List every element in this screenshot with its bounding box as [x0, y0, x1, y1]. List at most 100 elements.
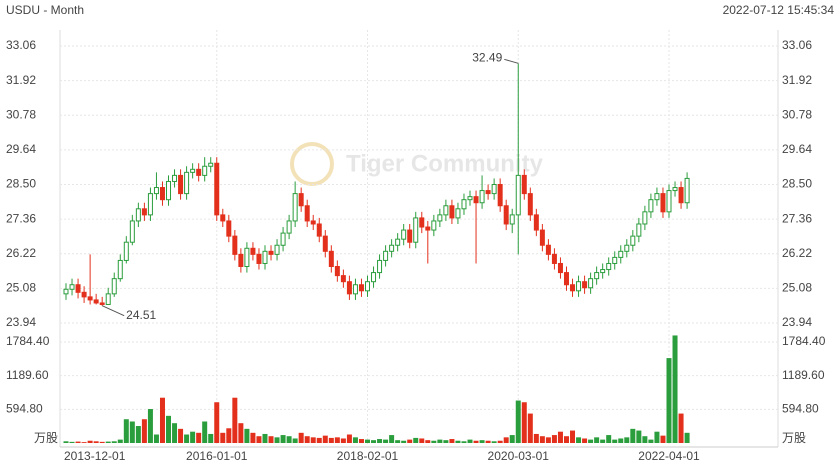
volume-bar [431, 440, 437, 443]
x-tick-label: 2022-04-01 [638, 449, 700, 463]
candle-body [684, 177, 690, 204]
volume-bar [322, 435, 328, 443]
candle-body [105, 293, 111, 305]
y-tick-label: 25.08 [6, 281, 36, 295]
volume-bar [576, 437, 582, 443]
y-tick-label-right: 31.92 [782, 73, 812, 87]
volume-bar [262, 433, 268, 443]
volume-bar [93, 441, 99, 443]
volume-bar [129, 421, 135, 443]
candle-body [111, 278, 117, 295]
volume-bar [600, 439, 606, 443]
volume-bar [660, 435, 666, 443]
candle-body [479, 190, 485, 204]
volume-bar [612, 439, 618, 443]
y-tick-label-right: 26.22 [782, 246, 812, 260]
candle-body [250, 247, 256, 255]
high-annotation: 32.49 [472, 50, 502, 64]
volume-bar [358, 439, 364, 443]
volume-unit-right: 万股 [782, 431, 806, 445]
volume-bar [280, 435, 286, 443]
volume-bar [111, 441, 117, 443]
volume-bar [413, 437, 419, 443]
volume-bar [99, 441, 105, 443]
candle-body [383, 250, 389, 261]
volume-bar [485, 440, 491, 443]
volume-bar [172, 423, 178, 443]
volume-bar [467, 439, 473, 443]
volume-bar [63, 441, 69, 443]
volume-bar [383, 439, 389, 443]
candle-body [292, 193, 298, 222]
candle-body [539, 229, 545, 246]
candle-body [316, 223, 322, 237]
candle-body [533, 214, 539, 231]
volume-bar [371, 440, 377, 443]
candle-body [654, 193, 660, 201]
volume-bar [545, 437, 551, 443]
candle-body [672, 187, 678, 192]
y-tick-label-right: 23.94 [782, 315, 812, 329]
candle-body [389, 244, 395, 252]
candle-body [491, 184, 497, 195]
candle-body [202, 165, 208, 176]
volume-bar [147, 409, 153, 443]
volume-bar [202, 421, 208, 443]
y-tick-label: 28.50 [6, 177, 36, 191]
volume-bar [298, 432, 304, 443]
candle-body [503, 205, 509, 225]
volume-bar [401, 440, 407, 443]
candle-body [166, 180, 172, 201]
volume-bar [377, 439, 383, 443]
candle-body [93, 299, 99, 304]
candle-body [190, 168, 196, 173]
volume-bar [190, 431, 196, 443]
volume-bar [473, 440, 479, 443]
volume-bar [81, 442, 87, 443]
volume-tick-label: 594.80 [6, 402, 43, 416]
volume-bar [437, 439, 443, 443]
volume-bar [244, 428, 250, 443]
volume-bar [250, 432, 256, 443]
y-tick-label: 33.06 [6, 38, 36, 52]
candle-body [123, 241, 129, 261]
candle-body [618, 250, 624, 258]
volume-bar [678, 413, 684, 443]
candle-body [117, 259, 123, 280]
candle-body [425, 226, 431, 231]
candle-body [377, 259, 383, 274]
candle-body [473, 196, 479, 204]
candle-body [340, 275, 346, 283]
volume-bar [570, 430, 576, 443]
candle-body [280, 232, 286, 246]
volume-bar [268, 436, 274, 443]
volume-tick-label-right: 1784.40 [782, 334, 826, 348]
annotation-leader [101, 305, 125, 317]
y-tick-label: 29.64 [6, 142, 36, 156]
volume-bar [624, 437, 630, 443]
candle-body [208, 162, 214, 167]
volume-unit: 万股 [34, 431, 58, 445]
y-tick-label-right: 28.50 [782, 177, 812, 191]
candle-body [262, 250, 268, 264]
volume-bar [286, 436, 292, 443]
volume-bar [672, 335, 678, 443]
candle-body [419, 217, 425, 228]
candle-body [551, 253, 557, 264]
candle-body [87, 296, 93, 301]
annotation-leader [504, 58, 519, 64]
y-tick-label: 27.36 [6, 211, 36, 225]
volume-bar [141, 419, 147, 443]
x-tick-label: 2020-03-01 [488, 449, 550, 463]
volume-bar [539, 436, 545, 443]
volume-tick-label-right: 594.80 [782, 402, 819, 416]
candle-body [310, 220, 316, 225]
volume-bar [666, 358, 672, 443]
volume-bar [135, 426, 141, 443]
candle-body [358, 284, 364, 292]
candle-body [521, 174, 527, 195]
candle-body [666, 190, 672, 213]
candle-body [135, 208, 141, 222]
candle-body [346, 281, 352, 295]
volume-bar [310, 437, 316, 443]
